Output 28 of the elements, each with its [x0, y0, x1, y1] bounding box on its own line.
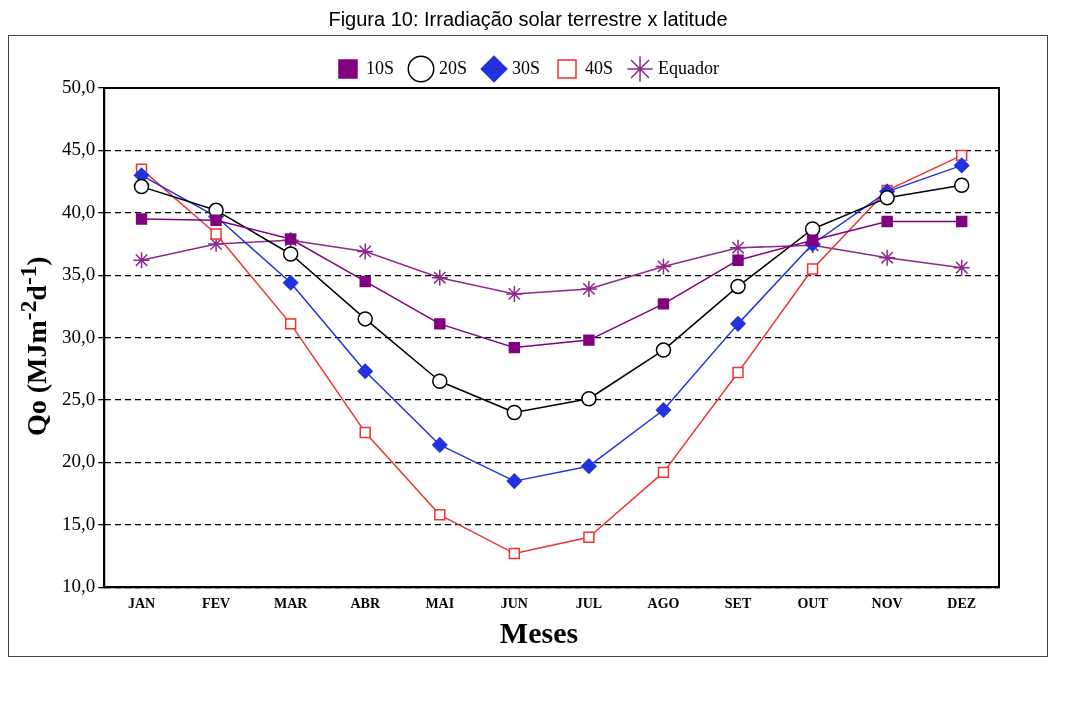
x-tick-label: MAR	[273, 596, 309, 612]
y-tick-label: 45,0	[62, 138, 96, 160]
x-tick-label: AGO	[647, 596, 680, 612]
legend-label: 20S	[439, 57, 468, 78]
y-tick-label: 25,0	[62, 387, 96, 409]
x-tick-label: JAN	[127, 596, 156, 612]
x-tick-label: JUL	[575, 596, 603, 612]
x-axis-title: Meses	[498, 616, 580, 651]
x-tick-label: SET	[724, 596, 752, 612]
y-tick-label: 30,0	[62, 325, 96, 347]
legend-label: Equador	[658, 57, 720, 78]
legend-label: 40S	[585, 57, 614, 78]
y-tick-label: 35,0	[62, 263, 96, 285]
chart-title: Figura 10: Irradiação solar terrestre x latitude	[327, 8, 729, 31]
x-tick-label: ABR	[350, 596, 381, 612]
y-tick-label: 15,0	[62, 512, 96, 534]
x-tick-label: NOV	[871, 596, 903, 612]
y-tick-label: 50,0	[62, 75, 96, 97]
x-tick-label: OUT	[797, 596, 829, 612]
x-tick-label: JUN	[500, 596, 528, 612]
legend-label: 30S	[512, 57, 541, 78]
x-tick-label: MAI	[425, 596, 455, 612]
x-tick-label: FEV	[202, 596, 231, 612]
y-tick-label: 20,0	[62, 450, 96, 472]
x-tick-label: DEZ	[947, 596, 977, 612]
legend-label: 10S	[365, 57, 394, 78]
y-tick-label: 10,0	[62, 575, 96, 597]
y-tick-label: 40,0	[62, 200, 96, 222]
